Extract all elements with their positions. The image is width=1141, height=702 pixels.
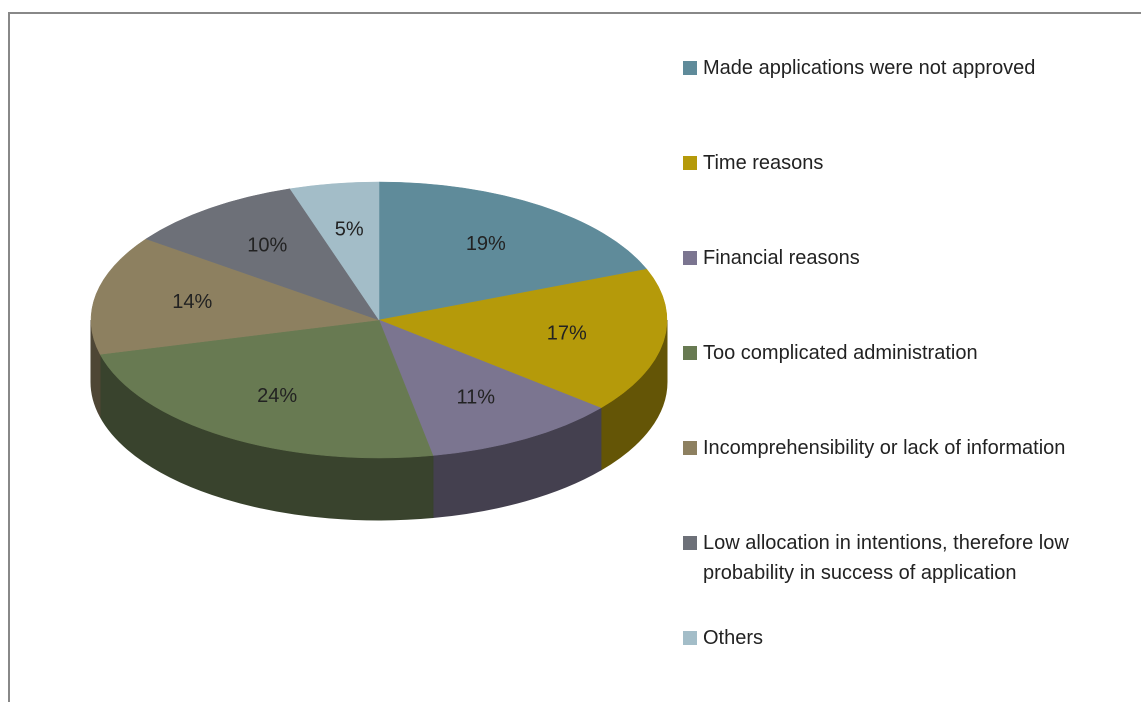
data-label: 14% xyxy=(172,291,212,313)
legend-swatch xyxy=(683,536,697,550)
pie-slice xyxy=(378,181,648,321)
legend-swatch xyxy=(683,251,697,265)
pie-slice xyxy=(99,319,434,459)
legend-label: Incomprehensibility or lack of informati… xyxy=(703,437,1066,459)
legend-label: Financial reasons xyxy=(703,247,860,269)
data-label: 10% xyxy=(247,235,287,257)
legend-label: Time reasons xyxy=(703,152,824,174)
legend-swatch xyxy=(683,346,697,360)
frame xyxy=(8,12,1141,702)
legend-label: Others xyxy=(703,627,764,649)
pie-slice xyxy=(378,268,668,409)
data-label: 5% xyxy=(335,218,364,240)
data-label: 19% xyxy=(466,233,506,255)
pie-slice xyxy=(145,188,380,321)
legend-item: Too complicated administration xyxy=(683,338,1128,368)
data-label: 24% xyxy=(257,385,297,407)
legend-item: Made applications were not approved xyxy=(683,53,1128,83)
legend-item: Time reasons xyxy=(683,148,1128,178)
tops xyxy=(90,181,668,459)
pie-slice xyxy=(289,181,380,321)
legend-swatch xyxy=(683,441,697,455)
legend-item: Others xyxy=(683,623,1128,653)
legend-swatch xyxy=(683,631,697,645)
legend-item: Incomprehensibility or lack of informati… xyxy=(683,433,1128,463)
legend-swatch xyxy=(683,61,697,75)
pie-slice xyxy=(90,238,380,355)
data-label: 11% xyxy=(456,387,495,409)
legend-label: Made applications were not approved xyxy=(703,57,1036,79)
labels: 19% 17% 11% 24% 14% 10% 5% xyxy=(172,218,587,408)
legend-label: Low allocation in intentions, therefore … xyxy=(703,532,1069,584)
legend-swatch xyxy=(683,156,697,170)
pie-slice xyxy=(378,319,602,456)
legend-item: Low allocation in intentions, therefore … xyxy=(683,528,1128,588)
legend-item: Financial reasons xyxy=(683,243,1128,273)
legend-label: Too complicated administration xyxy=(703,342,978,364)
data-label: 17% xyxy=(547,323,587,345)
